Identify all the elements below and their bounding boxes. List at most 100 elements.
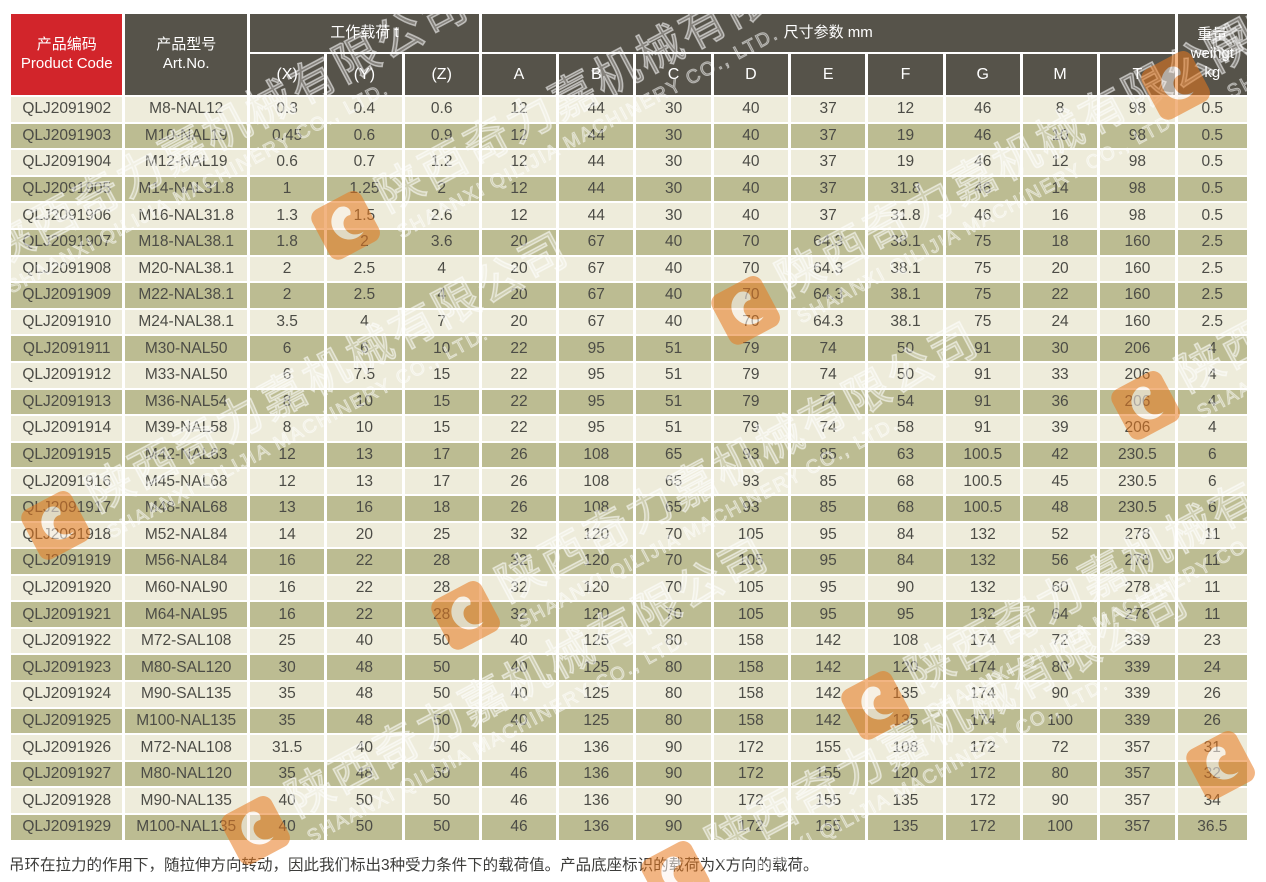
dim-e-cell: 37 [791, 123, 866, 149]
load-x-cell: 16 [249, 602, 325, 627]
table-row: QLJ2091923 M80-SAL120 30 48 50 40 125 80 158 142 1… [11, 655, 1247, 681]
load-z-cell: 4 [404, 283, 479, 308]
load-z-cell: 7 [404, 309, 479, 335]
dim-g-cell: 75 [945, 229, 1020, 255]
load-z-cell: 10 [404, 336, 479, 361]
dim-b-cell: 95 [559, 416, 634, 441]
col-header-art-no-cn: 产品型号 [156, 35, 217, 53]
col-header-dim-g: G [945, 54, 1020, 95]
dim-a-cell: 12 [481, 176, 557, 202]
dim-m-cell: 72 [1022, 735, 1098, 760]
load-x-cell: 16 [249, 549, 325, 574]
product-code-cell: QLJ2091906 [11, 203, 123, 228]
product-code-cell: QLJ2091908 [11, 256, 123, 282]
model-cell: M16-NAL31.8 [125, 203, 247, 228]
weight-cell: 0.5 [1177, 203, 1247, 228]
product-code-cell: QLJ2091928 [11, 788, 123, 814]
model-cell: M42-NAL63 [125, 442, 247, 468]
dim-m-cell: 33 [1022, 362, 1098, 388]
load-z-cell: 17 [404, 469, 479, 494]
dim-a-cell: 40 [481, 682, 557, 707]
dim-c-cell: 90 [636, 735, 711, 760]
table-row: QLJ2091916 M45-NAL68 12 13 17 26 108 65 93 85 68 10… [11, 469, 1247, 494]
col-header-load-x: (X) [249, 54, 325, 95]
dim-b-cell: 125 [559, 655, 634, 681]
product-code-cell: QLJ2091929 [11, 815, 123, 840]
product-code-cell: QLJ2091911 [11, 336, 123, 361]
load-x-cell: 1 [249, 176, 325, 202]
load-x-cell: 6 [249, 362, 325, 388]
dim-a-cell: 46 [481, 735, 557, 760]
product-code-cell: QLJ2091917 [11, 495, 123, 521]
dim-d-cell: 105 [713, 602, 789, 627]
model-cell: M60-NAL90 [125, 575, 247, 601]
dim-f-cell: 68 [868, 495, 943, 521]
load-z-cell: 28 [404, 575, 479, 601]
load-y-cell: 40 [327, 628, 402, 654]
load-y-cell: 10 [327, 389, 402, 415]
dim-f-cell: 108 [868, 628, 943, 654]
product-code-cell: QLJ2091915 [11, 442, 123, 468]
load-x-cell: 8 [249, 389, 325, 415]
dim-c-cell: 51 [636, 416, 711, 441]
weight-cell: 11 [1177, 602, 1247, 627]
dim-a-cell: 46 [481, 788, 557, 814]
weight-cell: 24 [1177, 655, 1247, 681]
load-y-cell: 48 [327, 682, 402, 707]
dim-d-cell: 70 [713, 256, 789, 282]
model-cell: M20-NAL38.1 [125, 256, 247, 282]
load-y-cell: 6 [327, 336, 402, 361]
dim-e-cell: 155 [791, 815, 866, 840]
load-x-cell: 0.6 [249, 150, 325, 175]
dim-a-cell: 40 [481, 628, 557, 654]
dim-e-cell: 64.3 [791, 309, 866, 335]
load-z-cell: 2 [404, 176, 479, 202]
load-y-cell: 50 [327, 815, 402, 840]
dim-c-cell: 30 [636, 123, 711, 149]
dim-m-cell: 36 [1022, 389, 1098, 415]
dim-f-cell: 68 [868, 469, 943, 494]
dim-f-cell: 31.8 [868, 203, 943, 228]
dim-c-cell: 80 [636, 708, 711, 734]
dim-g-cell: 172 [945, 761, 1020, 787]
dim-e-cell: 95 [791, 522, 866, 548]
dim-m-cell: 80 [1022, 761, 1098, 787]
dim-d-cell: 158 [713, 655, 789, 681]
product-code-cell: QLJ2091920 [11, 575, 123, 601]
col-header-dim-b: B [559, 54, 634, 95]
dim-b-cell: 120 [559, 549, 634, 574]
col-group-working-load: 工作载荷 t [249, 14, 479, 52]
dim-d-cell: 79 [713, 362, 789, 388]
dim-m-cell: 8 [1022, 97, 1098, 122]
dim-b-cell: 44 [559, 203, 634, 228]
dim-m-cell: 45 [1022, 469, 1098, 494]
col-header-product-code-cn: 产品编码 [36, 35, 97, 53]
dim-a-cell: 26 [481, 469, 557, 494]
dim-t-cell: 278 [1100, 549, 1175, 574]
col-header-product-code: 产品编码 Product Code [11, 14, 123, 95]
dim-b-cell: 67 [559, 283, 634, 308]
load-y-cell: 1.25 [327, 176, 402, 202]
dim-c-cell: 30 [636, 97, 711, 122]
weight-cell: 36.5 [1177, 815, 1247, 840]
weight-cell: 0.5 [1177, 150, 1247, 175]
model-cell: M8-NAL12 [125, 97, 247, 122]
load-z-cell: 28 [404, 602, 479, 627]
dim-c-cell: 80 [636, 682, 711, 707]
dim-t-cell: 278 [1100, 522, 1175, 548]
weight-cell: 6 [1177, 495, 1247, 521]
dim-d-cell: 105 [713, 522, 789, 548]
load-y-cell: 22 [327, 602, 402, 627]
dim-a-cell: 26 [481, 442, 557, 468]
dim-d-cell: 40 [713, 176, 789, 202]
load-x-cell: 35 [249, 708, 325, 734]
dim-f-cell: 38.1 [868, 283, 943, 308]
dim-t-cell: 230.5 [1100, 469, 1175, 494]
dim-f-cell: 135 [868, 682, 943, 707]
dim-t-cell: 278 [1100, 575, 1175, 601]
dim-d-cell: 158 [713, 682, 789, 707]
col-header-product-code-en: Product Code [20, 54, 113, 72]
footnote-text: 吊环在拉力的作用下，随拉伸方向转动，因此我们标出3种受力条件下的载荷值。产品底座… [9, 857, 819, 874]
product-code-cell: QLJ2091919 [11, 549, 123, 574]
load-x-cell: 2 [249, 256, 325, 282]
